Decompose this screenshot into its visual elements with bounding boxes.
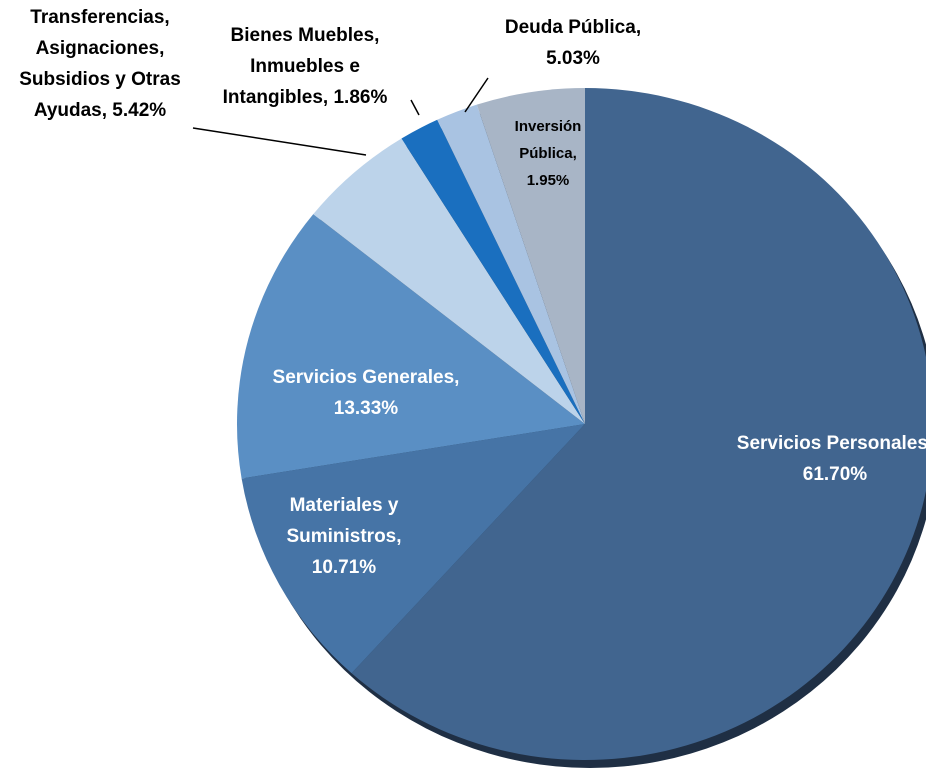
data-label: Servicios Personales, 61.70% bbox=[736, 433, 926, 485]
data-label: Servicios Generales, 13.33% bbox=[272, 367, 460, 419]
leader-line bbox=[192, 127, 367, 156]
pie-slice bbox=[476, 88, 585, 424]
data-label: Materiales y Suministros, 10.71% bbox=[286, 495, 402, 578]
leader-line bbox=[410, 99, 420, 116]
pie-slice bbox=[236, 214, 585, 479]
leader-line bbox=[464, 77, 489, 113]
data-label: Inversión Pública, 1.95% bbox=[514, 118, 582, 189]
pie-slice bbox=[351, 88, 926, 760]
pie-slice bbox=[401, 119, 585, 424]
data-label: Bienes Muebles, Inmuebles e Intangibles,… bbox=[222, 25, 388, 108]
data-label: Deuda Pública, 5.03% bbox=[504, 17, 642, 69]
pie-slice bbox=[313, 138, 585, 424]
pie-slice bbox=[241, 424, 586, 674]
pie-slice bbox=[437, 104, 585, 424]
data-label: Transferencias, Asignaciones, Subsidios … bbox=[19, 7, 181, 121]
